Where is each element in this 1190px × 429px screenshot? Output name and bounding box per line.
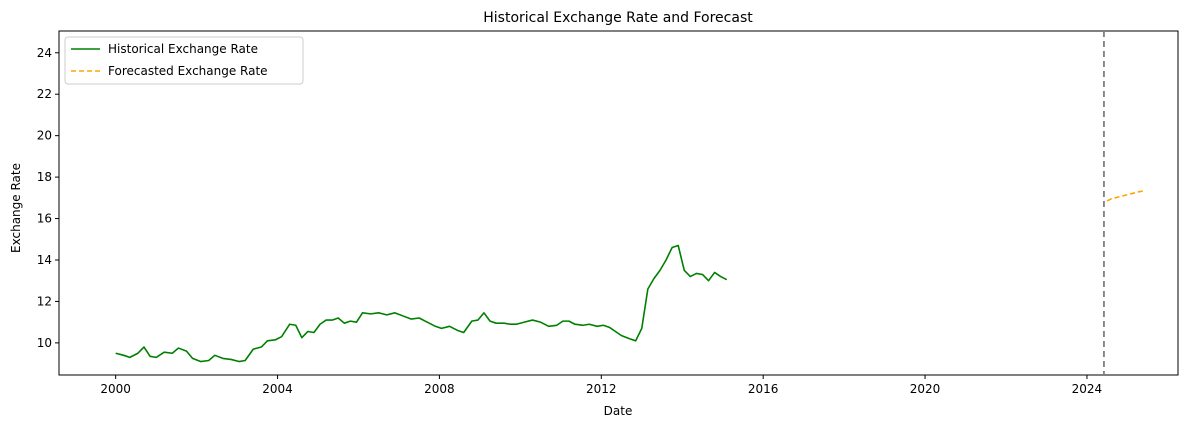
y-tick-label: 10 bbox=[37, 336, 52, 350]
y-axis-label: Exchange Rate bbox=[9, 163, 23, 253]
x-tick-label: 2000 bbox=[100, 382, 131, 396]
series-line-historical bbox=[115, 244, 728, 363]
y-tick-label: 18 bbox=[37, 170, 52, 184]
x-tick-label: 2020 bbox=[910, 382, 941, 396]
y-tick-label: 14 bbox=[37, 253, 52, 267]
legend-label: Forecasted Exchange Rate bbox=[108, 64, 268, 78]
y-tick-label: 22 bbox=[37, 87, 52, 101]
y-tick-label: 12 bbox=[37, 294, 52, 308]
x-tick-label: 2008 bbox=[424, 382, 455, 396]
legend-label: Historical Exchange Rate bbox=[108, 42, 258, 56]
chart-title: Historical Exchange Rate and Forecast bbox=[483, 10, 753, 26]
x-tick-label: 2024 bbox=[1072, 382, 1103, 396]
x-tick-label: 2016 bbox=[748, 382, 779, 396]
x-tick-label: 2004 bbox=[262, 382, 293, 396]
y-tick-label: 24 bbox=[37, 46, 52, 60]
y-tick-label: 20 bbox=[37, 129, 52, 143]
x-axis-label: Date bbox=[604, 404, 633, 418]
plot-frame bbox=[58, 30, 1179, 376]
y-tick-label: 16 bbox=[37, 212, 52, 226]
plot-area: 2000 2004 2008 2012 2016 2020 2024101214161820… bbox=[37, 30, 1179, 396]
legend-box bbox=[64, 36, 304, 85]
x-tick-label: 2012 bbox=[586, 382, 617, 396]
series-line-forecast bbox=[1106, 190, 1144, 202]
